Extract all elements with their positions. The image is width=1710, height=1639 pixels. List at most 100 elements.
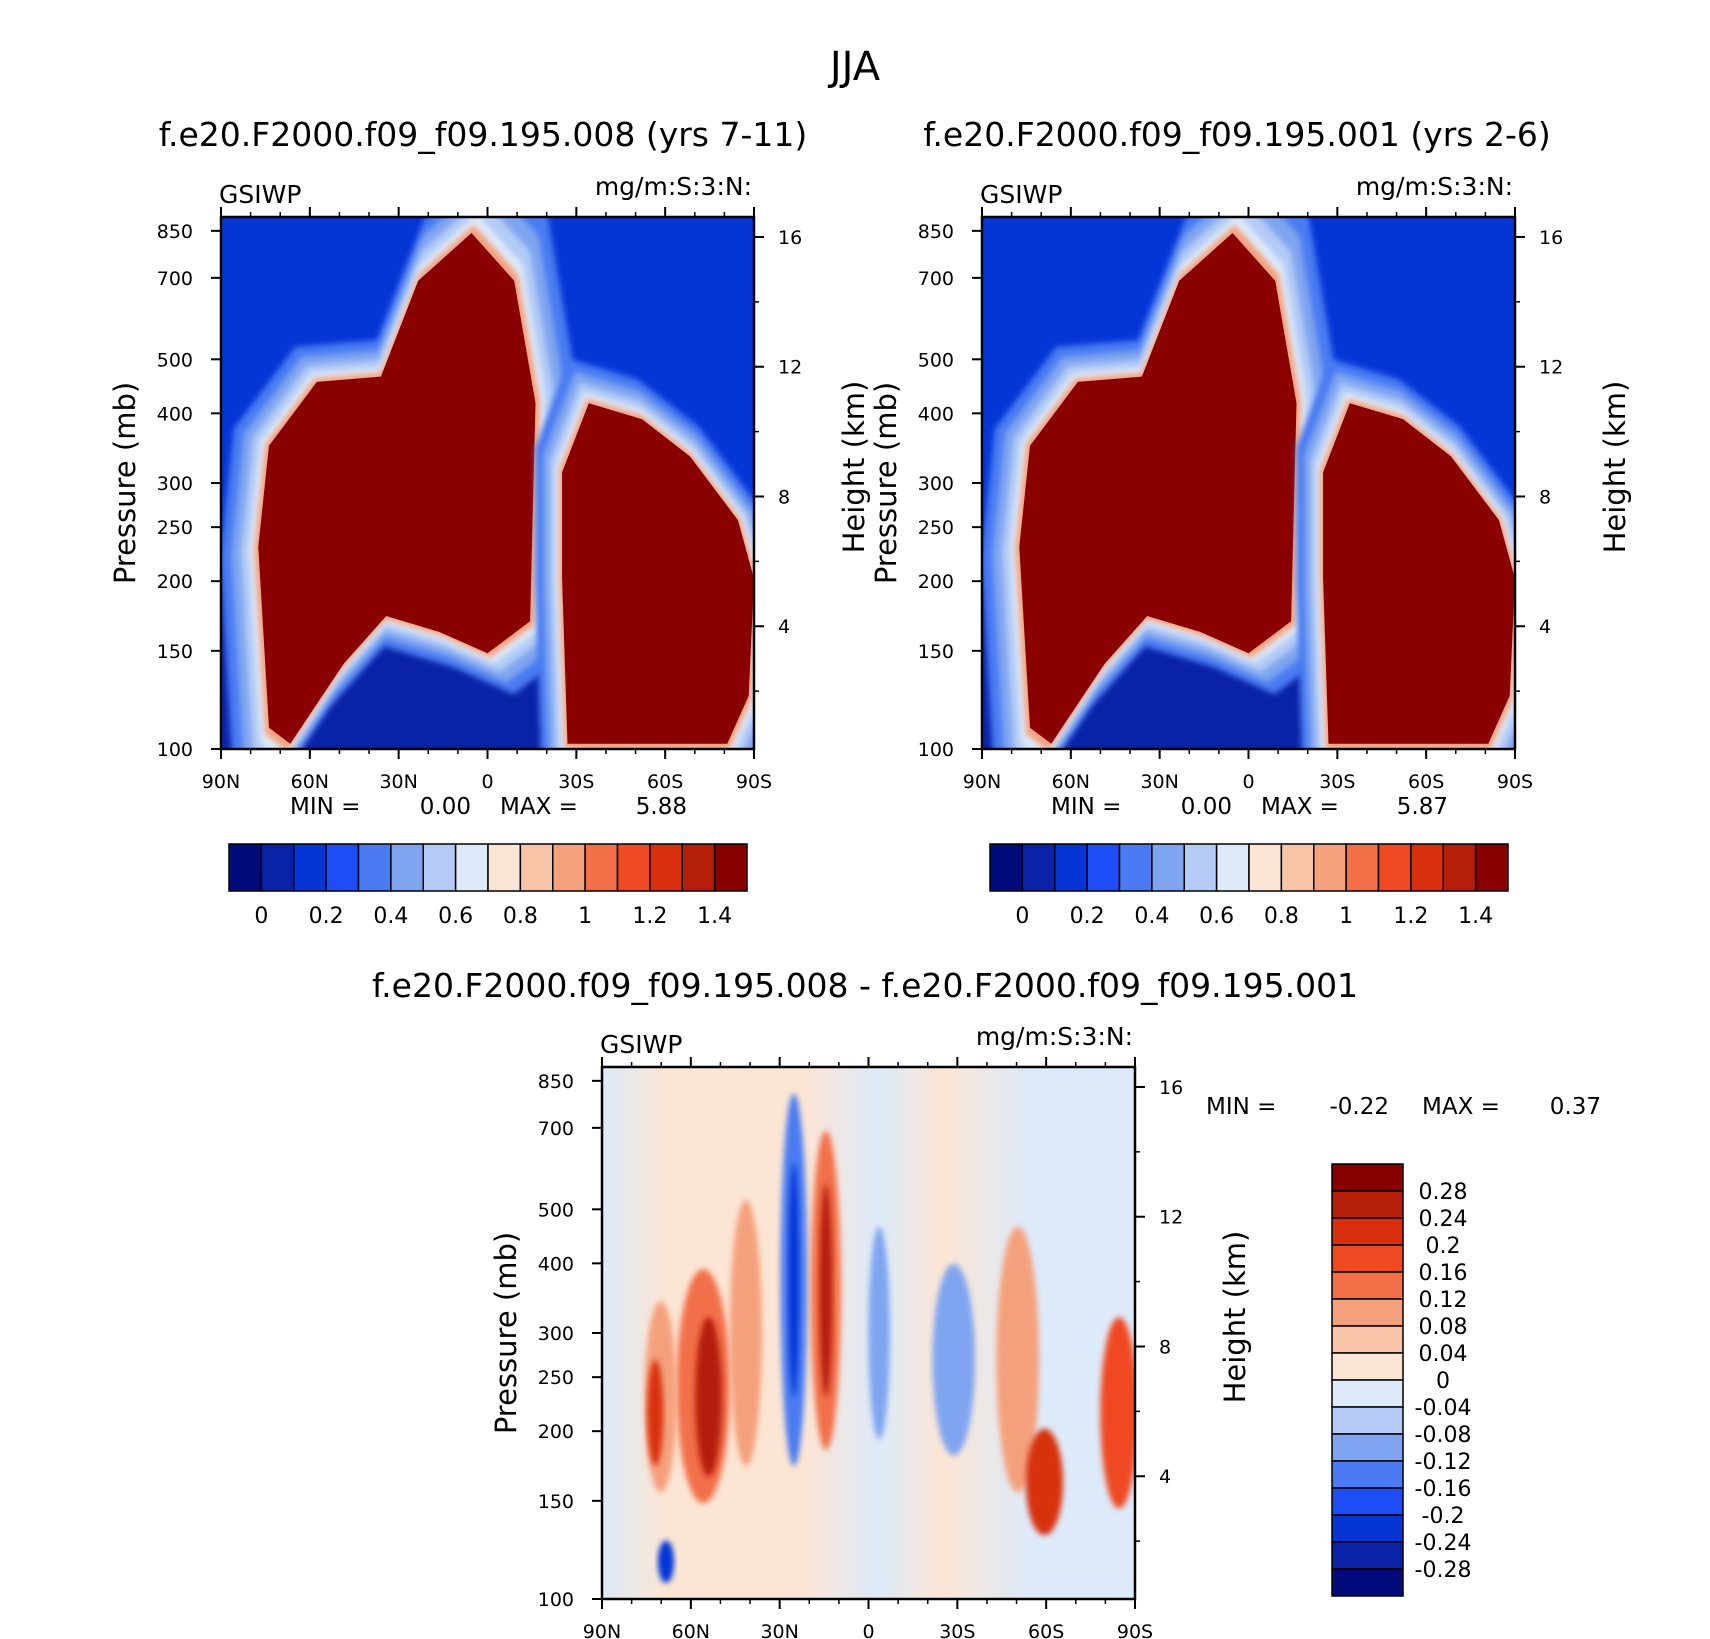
x-tick-label: 60S: [1028, 1621, 1064, 1639]
colorbar-swatch: [1331, 1352, 1404, 1381]
colorbar-label: -0.04: [1415, 1396, 1472, 1421]
colorbar-swatch: [1331, 1298, 1404, 1327]
colorbar-label: 0: [1436, 1369, 1450, 1394]
colorbar-swatch: [1331, 1271, 1404, 1300]
colorbar-label: -0.28: [1415, 1558, 1472, 1583]
y-axis-title: Pressure (mb): [869, 382, 903, 584]
colorbar-swatch: [1331, 1541, 1404, 1570]
colorbar-label: 0.28: [1419, 1180, 1468, 1205]
y-tick-label: 850: [538, 1071, 574, 1093]
max-label: MAX =: [500, 794, 578, 820]
max-value: 5.87: [1397, 794, 1448, 820]
y-tick-label: 850: [157, 221, 193, 243]
colorbar-swatch: [1331, 1217, 1404, 1246]
min-value: 0.00: [420, 794, 471, 820]
colorbar-swatch: [713, 843, 748, 892]
x-tick-label: 90N: [202, 771, 240, 793]
x-tick-label: 60N: [672, 1621, 710, 1639]
colorbar-swatch: [519, 843, 554, 892]
contour-field: [982, 217, 1515, 749]
colorbar-swatch: [228, 843, 263, 892]
x-tick-label: 90S: [1117, 1621, 1153, 1639]
x-tick-label: 0: [862, 1621, 874, 1639]
panel-title: f.e20.F2000.f09_f09.195.008 - f.e20.F200…: [372, 966, 1358, 1005]
y-tick-label: 850: [918, 221, 954, 243]
x-tick-label: 0: [481, 771, 493, 793]
min-label: MIN =: [1051, 794, 1121, 820]
colorbar-swatch: [1331, 1568, 1404, 1597]
y-tick-label: 400: [538, 1253, 574, 1275]
colorbar-swatch: [1377, 843, 1412, 892]
colorbar-swatch: [454, 843, 489, 892]
y-axis-title-right: Height (km): [1598, 381, 1632, 554]
colorbar-swatch: [1313, 843, 1347, 892]
anomaly-region: [788, 1162, 800, 1397]
y-tick-label: 500: [538, 1199, 574, 1221]
colorbar-swatch: [1151, 843, 1185, 892]
colorbar-label: 0.08: [1419, 1315, 1468, 1340]
colorbar-swatch: [487, 843, 522, 892]
y-tick-label: 300: [157, 473, 193, 495]
figure-title: JJA: [827, 44, 881, 90]
colorbar-swatch: [1118, 843, 1153, 892]
colorbar-swatch: [1331, 1514, 1404, 1543]
max-label: MAX =: [1261, 794, 1339, 820]
x-tick-label: 90N: [583, 1621, 621, 1639]
y-axis-title-right: Height (km): [837, 381, 871, 554]
y-tick-label: 700: [918, 268, 954, 290]
colorbar-swatch: [357, 843, 392, 892]
height-tick-label: 16: [1159, 1077, 1183, 1099]
colorbar-swatch: [1280, 843, 1315, 892]
variable-label: GSIWP: [600, 1030, 682, 1059]
x-tick-label: 60N: [1052, 771, 1090, 793]
y-tick-label: 500: [918, 349, 954, 371]
colorbar-label: -0.24: [1415, 1531, 1472, 1556]
height-tick-label: 12: [1539, 357, 1563, 379]
height-tick-label: 8: [778, 486, 790, 508]
panel-title: f.e20.F2000.f09_f09.195.001 (yrs 2-6): [923, 115, 1551, 154]
max-value: 5.88: [636, 794, 687, 820]
units-label: mg/m:S:3:N:: [976, 1022, 1133, 1051]
colorbar-label: 1.4: [697, 904, 732, 929]
colorbar-swatch: [1442, 843, 1477, 892]
y-tick-label: 150: [918, 641, 954, 663]
height-tick-label: 12: [778, 357, 802, 379]
height-tick-label: 4: [1159, 1466, 1171, 1488]
anomaly-region: [657, 1540, 674, 1584]
colorbar-label: 0.2: [309, 904, 344, 929]
anomaly-region: [819, 1184, 833, 1397]
colorbar-label: -0.08: [1415, 1423, 1472, 1448]
colorbar-swatch: [1474, 843, 1509, 892]
units-label: mg/m:S:3:N:: [595, 172, 752, 201]
colorbar-label: 1.4: [1458, 904, 1493, 929]
contour-level: [1019, 233, 1297, 744]
colorbar-swatch: [325, 843, 360, 892]
y-axis-title: Pressure (mb): [108, 382, 142, 584]
x-tick-label: 90S: [736, 771, 772, 793]
colorbar-label: 0.12: [1419, 1288, 1468, 1313]
y-tick-label: 250: [157, 517, 193, 539]
panel-2: f.e20.F2000.f09_f09.195.001 (yrs 2-6) GSI…: [869, 115, 1632, 929]
anomaly-region: [695, 1317, 722, 1477]
y-tick-label: 500: [157, 349, 193, 371]
colorbar-label: 0.6: [1199, 904, 1234, 929]
colorbar-swatch: [1331, 1379, 1404, 1408]
y-tick-label: 400: [157, 403, 193, 425]
colorbar-swatch: [422, 843, 457, 892]
x-tick-label: 60S: [1408, 771, 1444, 793]
anomaly-region: [932, 1263, 976, 1456]
x-tick-label: 30N: [379, 771, 417, 793]
y-tick-label: 300: [918, 473, 954, 495]
x-tick-label: 30S: [1319, 771, 1355, 793]
y-tick-label: 300: [538, 1323, 574, 1345]
colorbar-swatch: [1331, 1190, 1404, 1219]
contour-field: [602, 1067, 1135, 1599]
y-tick-label: 100: [918, 739, 954, 761]
colorbar-swatch: [1345, 843, 1380, 892]
contour-level: [258, 233, 536, 744]
y-tick-label: 200: [157, 571, 193, 593]
colorbar-swatch: [681, 843, 716, 892]
colorbar-swatch: [1331, 1460, 1404, 1489]
colorbar-swatch: [390, 843, 424, 892]
contour-level: [1323, 403, 1515, 744]
